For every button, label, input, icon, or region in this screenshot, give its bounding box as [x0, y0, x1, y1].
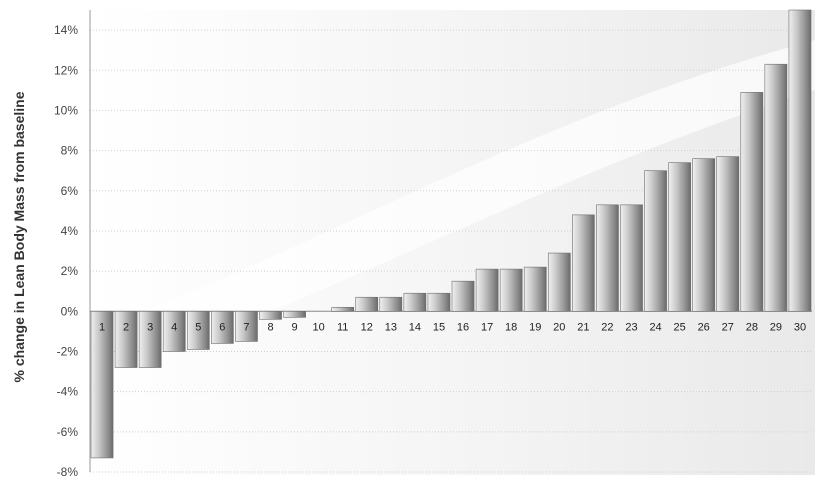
x-tick-label: 1 — [99, 321, 105, 333]
x-tick-label: 26 — [698, 321, 710, 333]
bar — [572, 214, 595, 312]
bar — [138, 310, 162, 368]
x-tick-label: 19 — [529, 321, 541, 333]
bar — [716, 156, 740, 312]
y-tick-label: -2% — [57, 344, 79, 358]
x-tick-label: 17 — [481, 321, 493, 333]
x-tick-label: 15 — [433, 321, 445, 333]
bar — [668, 162, 691, 312]
x-tick-label: 4 — [171, 321, 177, 333]
x-tick-label: 13 — [385, 321, 397, 333]
bar — [788, 9, 812, 312]
bar — [427, 292, 451, 312]
bar — [499, 268, 523, 312]
x-tick-label: 7 — [243, 321, 249, 333]
x-tick-label: 2 — [123, 321, 129, 333]
bar — [211, 310, 234, 344]
x-tick-label: 24 — [649, 321, 661, 333]
x-tick-label: 11 — [337, 321, 348, 333]
x-tick-label: 20 — [553, 321, 565, 333]
bar — [114, 310, 138, 368]
background-swoosh — [90, 40, 815, 380]
x-tick-label: 23 — [625, 321, 637, 333]
x-tick-label: 21 — [577, 321, 589, 333]
bar — [547, 252, 571, 312]
x-tick-label: 27 — [722, 321, 734, 333]
bar — [259, 310, 282, 320]
x-tick-label: 28 — [746, 321, 758, 333]
x-tick-label: 25 — [674, 321, 686, 333]
bar — [283, 310, 306, 318]
x-tick-label: 29 — [770, 321, 782, 333]
y-tick-label: -6% — [57, 425, 79, 439]
bar — [764, 63, 788, 312]
y-tick-label: 4% — [61, 224, 79, 238]
x-tick-label: 12 — [361, 321, 373, 333]
bar — [451, 280, 475, 312]
x-tick-label: 9 — [292, 321, 298, 333]
y-tick-label: -8% — [57, 465, 79, 479]
bar — [90, 310, 114, 459]
x-tick-label: 18 — [505, 321, 517, 333]
y-tick-label: 0% — [61, 304, 79, 318]
y-tick-label: 12% — [54, 63, 78, 77]
bar — [235, 310, 258, 342]
x-tick-label: 22 — [601, 321, 613, 333]
bar — [523, 266, 547, 312]
bar — [596, 204, 619, 312]
bar — [162, 310, 186, 352]
y-tick-label: -4% — [57, 385, 79, 399]
y-tick-label: 6% — [61, 184, 79, 198]
bar — [379, 296, 403, 312]
x-tick-label: 30 — [794, 321, 806, 333]
bar — [692, 158, 716, 312]
bar — [620, 204, 643, 312]
bar — [355, 296, 379, 312]
x-tick-label: 6 — [219, 321, 225, 333]
x-tick-label: 10 — [313, 321, 325, 333]
x-tick-label: 8 — [267, 321, 273, 333]
bar — [644, 170, 667, 312]
x-tick-label: 3 — [147, 321, 153, 333]
bar — [475, 268, 499, 312]
y-tick-label: 14% — [54, 23, 78, 37]
y-axis-label: % change in Lean Body Mass from baseline — [11, 91, 27, 382]
y-tick-label: 8% — [61, 144, 79, 158]
x-tick-label: 14 — [409, 321, 421, 333]
x-tick-label: 16 — [457, 321, 469, 333]
bar — [186, 310, 210, 350]
bar — [740, 92, 764, 312]
y-tick-label: 10% — [54, 103, 78, 117]
bar — [331, 306, 355, 312]
x-tick-label: 5 — [195, 321, 201, 333]
bar — [403, 292, 427, 312]
y-tick-label: 2% — [61, 264, 79, 278]
